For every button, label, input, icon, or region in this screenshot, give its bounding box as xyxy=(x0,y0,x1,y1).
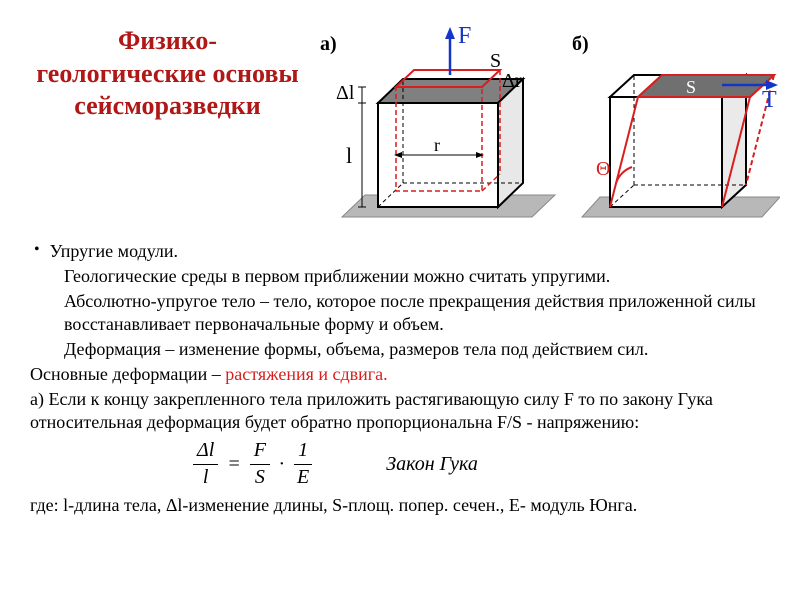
p5: Основные деформации – растяжения и сдвиг… xyxy=(30,363,770,386)
p6: а) Если к концу закрепленного тела прило… xyxy=(30,388,770,434)
cube-b: S Θ T xyxy=(582,75,780,217)
p7: где: l-длина тела, Δl-изменение длины, S… xyxy=(30,494,770,517)
equation: Δll = FS · 1E Закон Гука xyxy=(30,438,770,490)
p4: Деформация – изменение формы, объема, ра… xyxy=(30,338,770,361)
F-label: F xyxy=(458,25,471,49)
theta-label: Θ xyxy=(596,158,610,180)
label-b: б) xyxy=(572,33,589,55)
r-label: r xyxy=(434,135,440,155)
T-label: T xyxy=(762,87,777,113)
p2: Геологические среды в первом приближении… xyxy=(30,265,770,288)
dr-label: Δr xyxy=(502,70,522,92)
p3: Абсолютно-упругое тело – тело, которое п… xyxy=(30,290,770,336)
l-label: l xyxy=(346,143,352,168)
law-label: Закон Гука xyxy=(386,452,478,478)
cube-a: F S l Δl r Δr xyxy=(336,25,555,217)
label-a: а) xyxy=(320,33,337,55)
figure: а) б) F S xyxy=(310,25,780,225)
page-title: Физико- геологические основы сейсморазве… xyxy=(30,25,305,123)
S-label-a: S xyxy=(490,50,501,72)
dl-label: Δl xyxy=(336,82,355,104)
S-label-b: S xyxy=(686,77,696,97)
body-text: • Упругие модули. Геологические среды в … xyxy=(30,240,770,519)
bullet-icon: • xyxy=(34,240,40,265)
p1: Упругие модули. xyxy=(50,240,178,263)
